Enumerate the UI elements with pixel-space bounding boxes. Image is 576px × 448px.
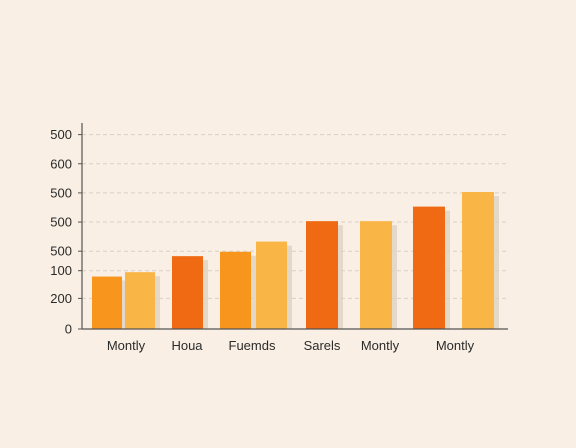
x-category-label-0: Montly [107, 338, 146, 353]
x-category-label-3: Sarels [304, 338, 341, 353]
labels: 0 200 100 500 500 500 600 500 Montly Houa Fuemds Sa… [50, 127, 474, 353]
bar-3 [220, 251, 251, 329]
x-category-label-1: Houa [171, 338, 203, 353]
bar-0 [92, 276, 122, 329]
bar-6 [360, 221, 392, 329]
bar-1 [125, 272, 155, 329]
y-tick-label-3: 500 [50, 244, 72, 259]
bars [92, 192, 499, 329]
y-tick-label-7: 500 [50, 127, 72, 142]
x-category-label-5: Montly [436, 338, 475, 353]
bar-4 [256, 241, 287, 329]
y-tick-label-4: 500 [50, 215, 72, 230]
y-tick-label-5: 500 [50, 185, 72, 200]
axes [78, 123, 508, 330]
y-tick-label-2: 100 [50, 263, 72, 278]
y-tick-label-0: 0 [65, 322, 72, 337]
x-category-label-2: Fuemds [229, 338, 276, 353]
bar-7 [413, 206, 445, 329]
x-category-label-4: Montly [361, 338, 400, 353]
bar-8 [462, 192, 494, 329]
bar-5 [306, 221, 338, 329]
grid-lines [82, 134, 508, 299]
bar-2 [172, 256, 203, 329]
y-tick-label-6: 600 [50, 156, 72, 171]
y-tick-label-1: 200 [50, 291, 72, 306]
